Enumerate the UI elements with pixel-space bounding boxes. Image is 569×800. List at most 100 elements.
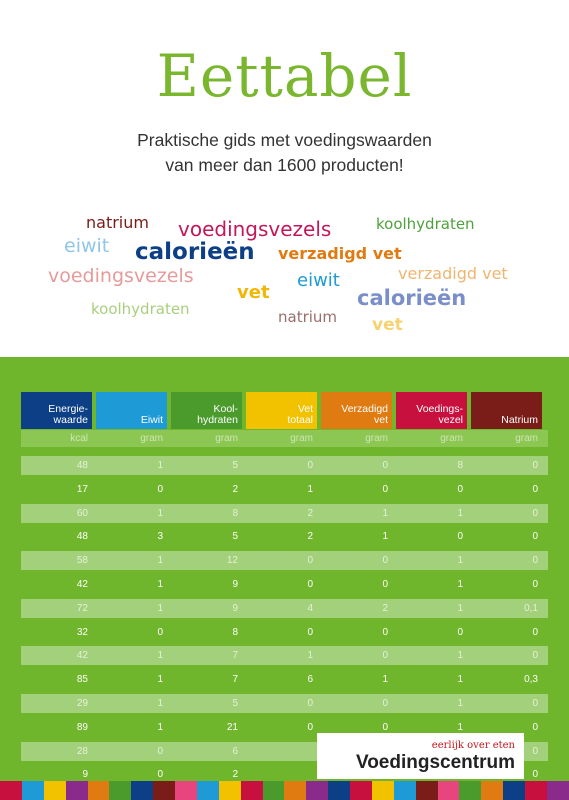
- color-stripe: [525, 781, 547, 800]
- table-cell: 1: [157, 555, 163, 567]
- table-cell: 1: [457, 721, 463, 733]
- table-header: Energie- waarde Eiwit Kool- hydraten Vet to…: [21, 392, 548, 429]
- table-cell: 1: [457, 578, 463, 590]
- color-stripe: [153, 781, 175, 800]
- table-cell: 0: [382, 626, 388, 638]
- table-cell: 1: [457, 650, 463, 662]
- table-cell: 2: [307, 531, 313, 543]
- table-cell: 5: [232, 460, 238, 471]
- table-cell: 1: [157, 697, 163, 709]
- table-cell: 1: [157, 721, 163, 733]
- color-stripe: [109, 781, 132, 800]
- table-cell: 0: [382, 483, 388, 495]
- table-cell: 32: [76, 626, 88, 638]
- color-stripe: [240, 781, 263, 800]
- table-cell: 0: [382, 697, 388, 709]
- table-row: 9 0 2 0: [21, 765, 548, 784]
- column-header: Verzadigd vet: [321, 392, 392, 429]
- table-row: 72 1 9 4 2 1 0,1: [21, 598, 548, 618]
- column-header: Voedings- vezel: [396, 392, 467, 429]
- table-cell: 5: [232, 531, 238, 543]
- table-cell: 21: [226, 721, 238, 733]
- table-cell: 1: [457, 555, 463, 567]
- table-cell: 0: [532, 769, 538, 781]
- color-stripe: [393, 781, 416, 800]
- cloud-word: verzadigd vet: [398, 264, 508, 283]
- column-header: Natrium: [471, 392, 542, 429]
- color-stripe: [350, 781, 372, 800]
- table-cell: 8: [232, 507, 238, 519]
- subtitle-line-1: Praktische gids met voedingswaarden: [137, 130, 432, 150]
- color-stripe: [459, 781, 482, 800]
- table-cell: 0: [307, 578, 313, 590]
- table-cell: 1: [307, 650, 313, 662]
- table-cell: 58: [76, 555, 88, 567]
- color-stripe: [437, 781, 460, 800]
- color-stripe: [306, 781, 329, 800]
- color-stripe: [0, 781, 22, 800]
- table-cell: 28: [76, 745, 88, 757]
- color-stripe: [218, 781, 241, 800]
- table-cell: 42: [76, 650, 88, 662]
- table-cell: 0: [307, 721, 313, 733]
- color-stripe: [262, 781, 285, 800]
- cloud-word: voedingsvezels: [178, 217, 332, 241]
- color-stripe: [546, 781, 569, 800]
- cloud-word: vet: [372, 315, 403, 335]
- table-cell: 0: [382, 578, 388, 590]
- table-cell: 1: [157, 507, 163, 519]
- table-body: 48 1 5 0 0 8 0 17 0 2 1 0 0 0 60 1 8 2 1 1 0 48 3 5 2 1 0 0 58 1 12 0 0 1…: [21, 456, 548, 784]
- cloud-word: eiwit: [64, 235, 110, 257]
- table-cell: 1: [457, 602, 463, 614]
- table-cell: 0: [382, 460, 388, 471]
- table-cell: 0: [457, 483, 463, 495]
- table-cell: 12: [226, 555, 238, 567]
- color-stripe: [175, 781, 197, 800]
- table-cell: 89: [76, 721, 88, 733]
- column-unit: gram: [290, 433, 313, 444]
- nutrition-table: Energie- waarde Eiwit Kool- hydraten Vet to…: [21, 392, 548, 789]
- column-unit: gram: [140, 433, 163, 444]
- table-cell: 0: [382, 555, 388, 567]
- table-cell: 2: [232, 483, 238, 495]
- column-unit: kcal: [70, 433, 88, 444]
- cloud-word: koolhydraten: [376, 215, 475, 233]
- table-cell: 0: [532, 483, 538, 495]
- table-cell: 0: [382, 721, 388, 733]
- table-cell: 42: [76, 578, 88, 590]
- table-cell: 2: [382, 602, 388, 614]
- table-cell: 0: [532, 650, 538, 662]
- table-cell: 0,3: [524, 674, 538, 686]
- table-cell: 1: [157, 460, 163, 471]
- table-cell: 0: [532, 531, 538, 543]
- table-row: 48 1 5 0 0 8 0: [21, 456, 548, 475]
- color-stripe: [328, 781, 350, 800]
- table-cell: 8: [232, 626, 238, 638]
- color-stripe: [21, 781, 44, 800]
- table-row: 42 1 9 0 0 1 0: [21, 575, 548, 594]
- table-row: 29 1 5 0 0 1 0: [21, 693, 548, 713]
- column-unit: gram: [365, 433, 388, 444]
- cloud-word: verzadigd vet: [278, 244, 402, 263]
- cloud-word: natrium: [86, 213, 149, 232]
- table-cell: 7: [232, 650, 238, 662]
- table-cell: 9: [82, 769, 88, 781]
- table-cell: 0: [382, 650, 388, 662]
- table-cell: 48: [76, 531, 88, 543]
- table-cell: 6: [232, 745, 238, 757]
- cloud-word: eiwit: [297, 270, 340, 291]
- table-cell: 0: [157, 483, 163, 495]
- table-cell: 3: [157, 531, 163, 543]
- table-row: 58 1 12 0 0 1 0: [21, 551, 548, 571]
- logo-tagline: eerlijk over eten: [431, 740, 515, 751]
- table-cell: 1: [457, 507, 463, 519]
- table-cell: 0: [532, 697, 538, 709]
- table-cell: [246, 742, 317, 761]
- color-stripe: [87, 781, 110, 800]
- table-cell: 0: [307, 697, 313, 709]
- table-row: 89 1 21 0 0 1 0: [21, 718, 548, 737]
- table-row: 48 3 5 2 1 0 0: [21, 527, 548, 546]
- cloud-word: vet: [237, 282, 270, 303]
- table-cell: 1: [457, 697, 463, 709]
- table-cell: 1: [382, 674, 388, 686]
